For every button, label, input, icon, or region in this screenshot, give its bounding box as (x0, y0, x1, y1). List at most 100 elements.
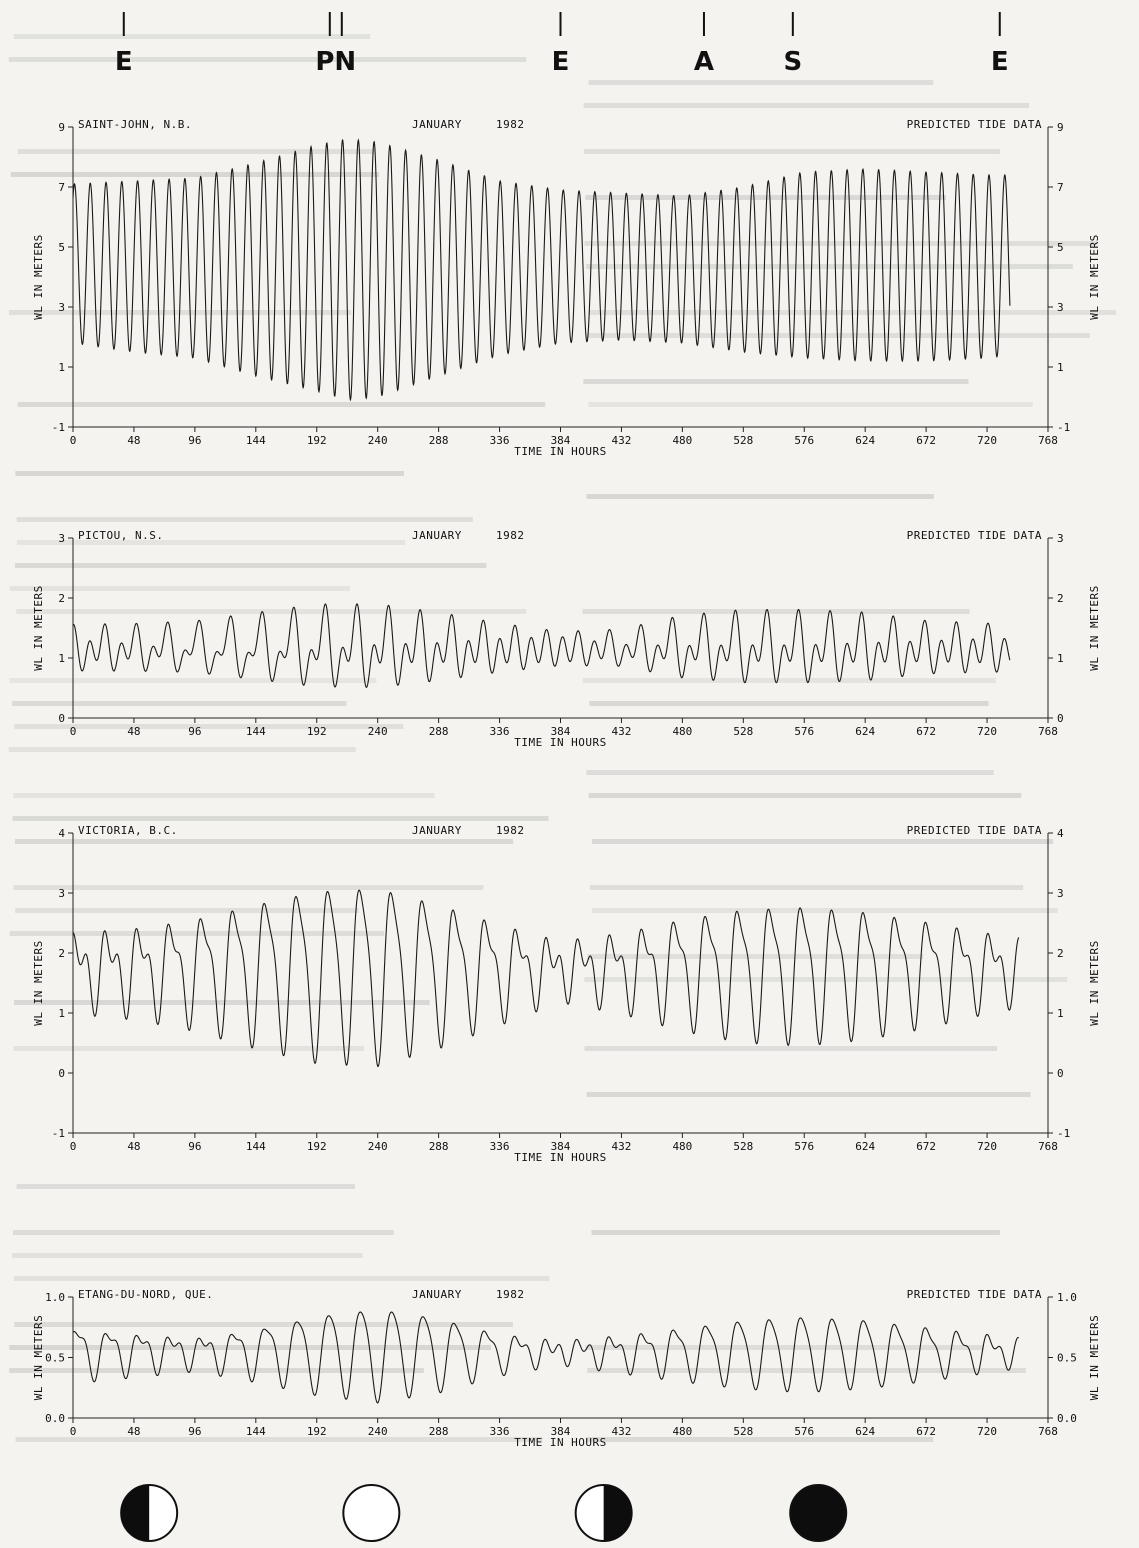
bleed-through-line (583, 379, 968, 384)
event-marker: S (783, 12, 802, 77)
y-axis-title-left: WL IN METERS (32, 234, 45, 319)
x-axis-title: TIME IN HOURS (514, 736, 607, 749)
x-tick-label: 336 (490, 434, 510, 447)
tide-panel-2: 0 48 96 144 192 240 288 336 384 432 480 528 576 624 67… (32, 529, 1101, 749)
y-tick-label-left: 3 (58, 532, 65, 545)
x-tick-label: 624 (855, 1140, 875, 1153)
y-tick-label-right: -1 (1057, 1127, 1070, 1140)
y-axis-title-left: WL IN METERS (32, 1315, 45, 1400)
bleed-through-line (17, 517, 473, 522)
bleed-through-line (584, 103, 1029, 108)
water-level-series (73, 604, 1010, 687)
x-axis-title: TIME IN HOURS (514, 1151, 607, 1164)
y-axis-title-left: WL IN METERS (32, 585, 45, 670)
y-tick-label-right: 1.0 (1057, 1291, 1077, 1304)
bleed-through-line (9, 747, 356, 752)
y-tick-label-left: 0.5 (45, 1352, 65, 1365)
y-tick-label-right: 0.5 (1057, 1352, 1077, 1365)
x-tick-label: 144 (246, 725, 266, 738)
x-tick-label: 576 (794, 1425, 814, 1438)
x-tick-label: 48 (127, 1140, 140, 1153)
x-tick-label: 48 (127, 1425, 140, 1438)
x-tick-label: 672 (916, 725, 936, 738)
event-marker-label: E (991, 47, 1009, 77)
moon-disc (343, 1485, 399, 1541)
x-tick-label: 240 (368, 1140, 388, 1153)
x-tick-label: 288 (429, 434, 449, 447)
x-tick-label: 528 (733, 1140, 753, 1153)
month-label: JANUARY (412, 824, 462, 837)
y-tick-label-right: 0 (1057, 1067, 1064, 1080)
event-marker-label: E (115, 47, 133, 77)
bleed-through-line (583, 609, 970, 614)
event-marker-label: E (552, 47, 570, 77)
new-moon-disc (790, 1485, 846, 1541)
bleed-through-line (585, 1046, 998, 1051)
tide-panel-3: 0 48 96 144 192 240 288 336 384 432 480 528 576 624 67… (32, 824, 1101, 1164)
bleed-through-line (15, 563, 486, 568)
x-tick-label: 192 (307, 725, 327, 738)
event-marker: A (694, 12, 714, 77)
bleed-through-line (586, 264, 1073, 269)
x-tick-label: 528 (733, 725, 753, 738)
x-axis-title: TIME IN HOURS (514, 1436, 607, 1449)
bleed-through-line (587, 1092, 1031, 1097)
y-tick-label-left: 3 (58, 301, 65, 314)
x-tick-label: 528 (733, 1425, 753, 1438)
bleed-through-line (589, 80, 934, 85)
month-label: JANUARY (412, 118, 462, 131)
source-label: PREDICTED TIDE DATA (907, 1288, 1042, 1301)
last-quarter-moon-icon (576, 1485, 632, 1541)
y-tick-label-right: 2 (1057, 592, 1064, 605)
x-tick-label: 48 (127, 434, 140, 447)
y-tick-label-right: -1 (1057, 421, 1070, 434)
y-tick-label-left: 1 (58, 1007, 65, 1020)
y-tick-label-left: 2 (58, 592, 65, 605)
tidal-event-markers: E PN E A S E (115, 12, 1009, 77)
bleed-through-line (16, 609, 526, 614)
y-tick-label-left: 1 (58, 361, 65, 374)
x-tick-label: 96 (188, 1140, 201, 1153)
x-tick-label: 720 (977, 725, 997, 738)
water-level-series (73, 140, 1010, 400)
x-tick-label: 768 (1038, 725, 1058, 738)
y-tick-label-right: 4 (1057, 827, 1064, 840)
y-axis-title-right: WL IN METERS (1088, 234, 1101, 319)
year-label: 1982 (496, 118, 525, 131)
y-tick-label-right: 1 (1057, 361, 1064, 374)
x-tick-label: 480 (672, 434, 692, 447)
event-marker: E (991, 12, 1009, 77)
x-tick-label: 0 (70, 434, 77, 447)
bleed-through-line (10, 586, 350, 591)
x-tick-label: 576 (794, 434, 814, 447)
x-tick-label: 336 (490, 725, 510, 738)
x-tick-label: 624 (855, 434, 875, 447)
x-tick-label: 672 (916, 1425, 936, 1438)
event-marker-label: A (694, 47, 714, 77)
bleed-through-line (18, 402, 546, 407)
x-tick-label: 720 (977, 1140, 997, 1153)
water-level-series (73, 890, 1019, 1066)
bleed-through-line (585, 1345, 984, 1350)
x-tick-label: 480 (672, 1140, 692, 1153)
x-tick-label: 192 (307, 1140, 327, 1153)
x-tick-label: 0 (70, 1140, 77, 1153)
y-tick-label-left: 5 (58, 241, 65, 254)
x-tick-label: 480 (672, 1425, 692, 1438)
bleed-through-line (12, 701, 346, 706)
y-tick-label-left: 1 (58, 652, 65, 665)
bleed-through-line (16, 1437, 543, 1442)
x-tick-label: 336 (490, 1140, 510, 1153)
x-tick-label: 672 (916, 434, 936, 447)
year-label: 1982 (496, 1288, 525, 1301)
bleed-through-line (14, 34, 371, 39)
x-tick-label: 528 (733, 434, 753, 447)
x-tick-label: 720 (977, 434, 997, 447)
source-label: PREDICTED TIDE DATA (907, 824, 1042, 837)
bleed-through-line (18, 149, 376, 154)
x-tick-label: 336 (490, 1425, 510, 1438)
bleed-through-line (9, 678, 376, 683)
y-tick-label-left: 7 (58, 181, 65, 194)
bleed-through-line (15, 908, 358, 913)
